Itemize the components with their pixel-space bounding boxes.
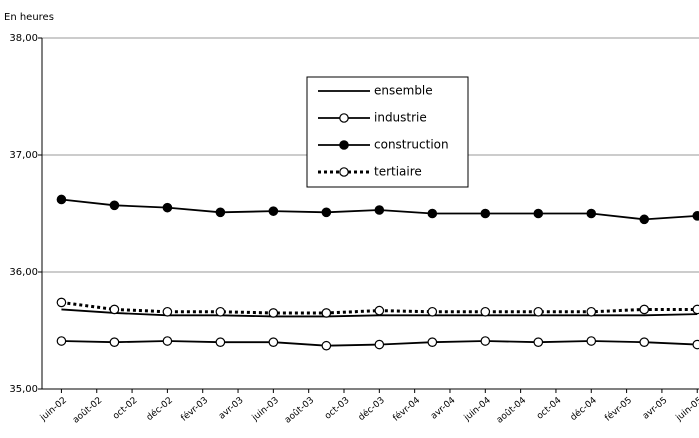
x-tick-label: févr-03 [179, 395, 210, 424]
x-tick-label: déc-03 [356, 395, 387, 423]
point [215, 306, 226, 317]
point [56, 336, 67, 346]
legend-label: industrie [374, 111, 427, 125]
legend-marker [339, 113, 349, 123]
point [268, 206, 279, 216]
point [215, 337, 226, 347]
legend-label: ensemble [374, 84, 433, 98]
legend-marker [339, 140, 349, 150]
point [268, 308, 279, 318]
point [480, 208, 491, 219]
point [533, 337, 544, 347]
point [586, 336, 597, 346]
legend-box [306, 76, 469, 188]
point [162, 336, 173, 346]
x-tick-label: août-04 [495, 395, 528, 425]
y-tick-label: 37,00 [9, 150, 38, 161]
legend-label: construction [374, 138, 449, 152]
point [639, 304, 650, 315]
point [639, 214, 650, 225]
point [427, 337, 438, 347]
y-axis-unit: En heures [4, 12, 54, 23]
legend-label: tertiaire [374, 165, 422, 179]
point [321, 207, 332, 218]
x-tick-label: avr-03 [217, 396, 245, 422]
x-tick-label: juin-04 [462, 395, 493, 423]
x-tick-label: févr-05 [603, 395, 634, 424]
point [109, 337, 120, 347]
point [480, 306, 491, 317]
x-tick-label: déc-02 [144, 395, 175, 423]
point [639, 337, 650, 347]
point [321, 308, 332, 318]
point [586, 306, 597, 317]
x-tick-label: avr-04 [429, 395, 458, 421]
x-tick-label: août-03 [283, 396, 316, 426]
x-tick-label: oct-03 [323, 396, 351, 422]
point [374, 339, 385, 350]
point [692, 304, 699, 315]
x-tick-label: févr-04 [391, 395, 423, 424]
x-tick-label: oct-04 [535, 395, 564, 421]
y-tick-label: 38,00 [9, 33, 38, 44]
point [56, 194, 67, 205]
point [692, 339, 699, 350]
point [162, 306, 173, 317]
point [374, 305, 385, 316]
point [480, 336, 491, 346]
point [427, 306, 438, 317]
point [109, 304, 120, 315]
point [268, 337, 279, 347]
point [533, 208, 544, 219]
y-tick-label: 36,00 [9, 267, 38, 278]
point [427, 208, 438, 219]
x-tick-label: avr-05 [641, 396, 669, 422]
x-tick-label: juin-02 [38, 396, 69, 424]
x-tick-label: août-02 [71, 396, 104, 426]
y-tick-label: 35,00 [9, 384, 38, 395]
point [215, 207, 226, 218]
point [533, 306, 544, 317]
point [692, 211, 699, 221]
point [321, 340, 332, 351]
legend-marker [339, 167, 349, 177]
x-tick-label: juin-03 [250, 396, 281, 424]
point [374, 205, 385, 215]
point [162, 202, 173, 213]
point [109, 200, 120, 211]
point [56, 297, 67, 308]
x-tick-label: déc-04 [568, 395, 599, 423]
x-tick-label: juin-05 [674, 396, 699, 424]
point [586, 208, 597, 219]
x-tick-label: oct-02 [111, 396, 139, 422]
